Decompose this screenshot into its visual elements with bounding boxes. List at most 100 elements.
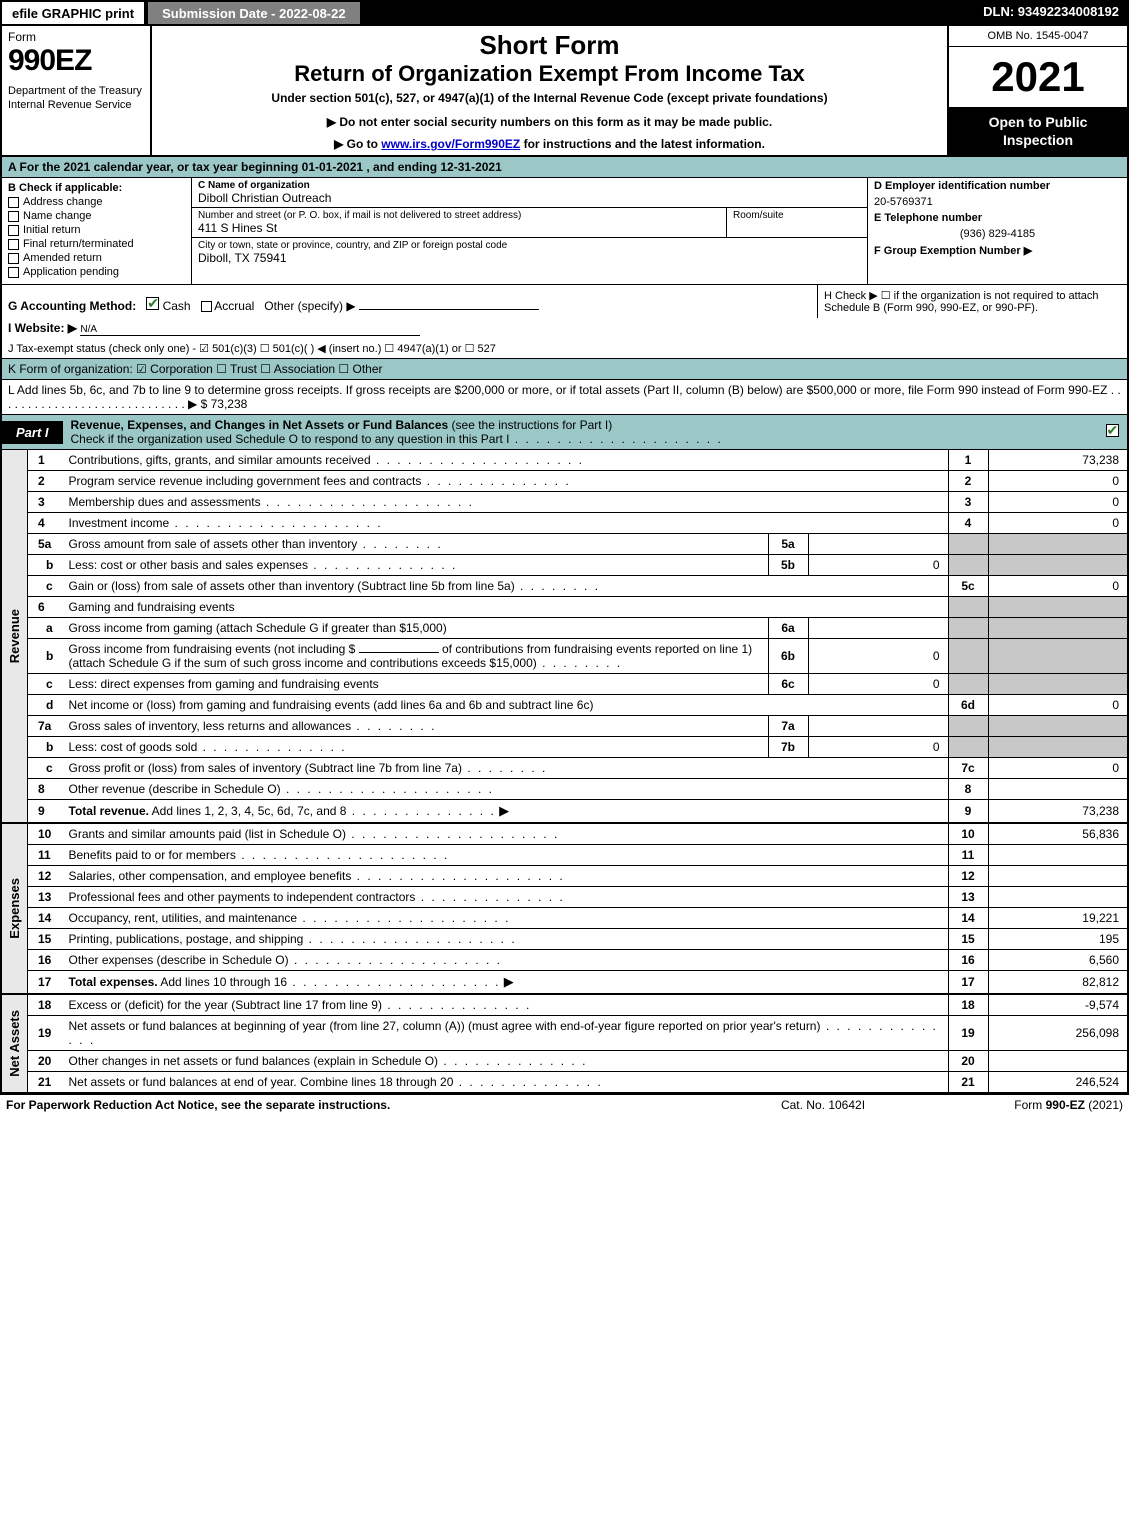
line-num: 18 xyxy=(28,994,64,1016)
line-desc: Net assets or fund balances at end of ye… xyxy=(64,1072,949,1093)
line-value: 0 xyxy=(988,471,1128,492)
top-bar: efile GRAPHIC print Submission Date - 20… xyxy=(0,0,1129,26)
gross-receipts-value: 73,238 xyxy=(211,397,248,411)
grey-cell xyxy=(988,534,1128,555)
line-desc: Gross income from gaming (attach Schedul… xyxy=(64,618,769,639)
tax-year: 2021 xyxy=(949,47,1127,107)
sub-line-value: 0 xyxy=(808,674,948,695)
line-num: 15 xyxy=(28,929,64,950)
checkbox-accrual-icon[interactable] xyxy=(201,301,212,312)
header-center: Short Form Return of Organization Exempt… xyxy=(152,26,947,155)
cb-address-change[interactable]: Address change xyxy=(8,196,185,208)
line-desc: Membership dues and assessments xyxy=(64,492,949,513)
ssn-warning: ▶ Do not enter social security numbers o… xyxy=(160,115,939,129)
cb-initial-return[interactable]: Initial return xyxy=(8,224,185,236)
irs-link[interactable]: www.irs.gov/Form990EZ xyxy=(381,137,520,151)
goto-line: ▶ Go to www.irs.gov/Form990EZ for instru… xyxy=(160,137,939,151)
schedule-o-checkbox-icon[interactable] xyxy=(1106,424,1119,437)
line-desc: Benefits paid to or for members xyxy=(64,845,949,866)
checkbox-icon xyxy=(8,239,19,250)
org-name-row: C Name of organization Diboll Christian … xyxy=(192,178,867,208)
line-desc: Net assets or fund balances at beginning… xyxy=(64,1016,949,1051)
cb-name-change[interactable]: Name change xyxy=(8,210,185,222)
line-num: 17 xyxy=(28,971,64,995)
line-value: 56,836 xyxy=(988,823,1128,845)
line-value: 256,098 xyxy=(988,1016,1128,1051)
line-desc: Total expenses. Add lines 10 through 16 … xyxy=(64,971,949,995)
line-value: 82,812 xyxy=(988,971,1128,995)
paperwork-notice: For Paperwork Reduction Act Notice, see … xyxy=(6,1098,723,1112)
street-address-row: Number and street (or P. O. box, if mail… xyxy=(192,208,727,237)
line-rnum: 13 xyxy=(948,887,988,908)
grey-cell xyxy=(948,716,988,737)
grey-cell xyxy=(988,737,1128,758)
open-to-public: Open to Public Inspection xyxy=(949,107,1127,155)
form-of-organization: K Form of organization: ☑ Corporation ☐ … xyxy=(0,359,1129,380)
line-rnum: 2 xyxy=(948,471,988,492)
line-desc: Grants and similar amounts paid (list in… xyxy=(64,823,949,845)
schedule-b-check: H Check ▶ ☐ if the organization is not r… xyxy=(817,285,1127,318)
grey-cell xyxy=(988,639,1128,674)
phone-value: (936) 829-4185 xyxy=(868,226,1127,242)
line-rnum: 18 xyxy=(948,994,988,1016)
part-1-title: Revenue, Expenses, and Changes in Net As… xyxy=(63,415,1097,449)
short-form-title: Short Form xyxy=(160,30,939,61)
ein-value: 20-5769371 xyxy=(868,194,1127,210)
line-desc: Less: cost or other basis and sales expe… xyxy=(64,555,769,576)
line-num: 2 xyxy=(28,471,64,492)
line-value: 246,524 xyxy=(988,1072,1128,1093)
line-desc: Program service revenue including govern… xyxy=(64,471,949,492)
line-num: 7a xyxy=(28,716,64,737)
line-rnum: 11 xyxy=(948,845,988,866)
grey-cell xyxy=(948,639,988,674)
line-num: 13 xyxy=(28,887,64,908)
city-row: City or town, state or province, country… xyxy=(192,238,867,267)
checkbox-icon xyxy=(8,253,19,264)
line-desc: Gain or (loss) from sale of assets other… xyxy=(64,576,949,597)
efile-print-label[interactable]: efile GRAPHIC print xyxy=(0,0,146,26)
line-desc: Occupancy, rent, utilities, and maintena… xyxy=(64,908,949,929)
line-num: 6 xyxy=(28,597,64,618)
line-num: d xyxy=(28,695,64,716)
line-num: b xyxy=(28,737,64,758)
accounting-method: G Accounting Method: Cash Accrual Other … xyxy=(2,285,817,318)
line-num: b xyxy=(28,555,64,576)
line-rnum: 7c xyxy=(948,758,988,779)
line-desc: Less: direct expenses from gaming and fu… xyxy=(64,674,769,695)
line-desc: Professional fees and other payments to … xyxy=(64,887,949,908)
line-value xyxy=(988,887,1128,908)
grey-cell xyxy=(948,618,988,639)
line-num: 21 xyxy=(28,1072,64,1093)
checkbox-icon xyxy=(8,267,19,278)
line-rnum: 15 xyxy=(948,929,988,950)
cb-final-return[interactable]: Final return/terminated xyxy=(8,238,185,250)
grey-cell xyxy=(948,597,988,618)
line-desc: Gross amount from sale of assets other t… xyxy=(64,534,769,555)
cb-application-pending[interactable]: Application pending xyxy=(8,266,185,278)
section-bcdef: B Check if applicable: Address change Na… xyxy=(0,178,1129,284)
line-desc: Total revenue. Add lines 1, 2, 3, 4, 5c,… xyxy=(64,800,949,824)
sub-line-value: 0 xyxy=(808,737,948,758)
line-num: 12 xyxy=(28,866,64,887)
line-value: 0 xyxy=(988,492,1128,513)
line-rnum: 14 xyxy=(948,908,988,929)
ein-label: D Employer identification number xyxy=(868,178,1127,194)
line-value: 195 xyxy=(988,929,1128,950)
street-address: 411 S Hines St xyxy=(198,221,720,235)
phone-label: E Telephone number xyxy=(868,210,1127,226)
row-gh: G Accounting Method: Cash Accrual Other … xyxy=(0,284,1129,318)
line-value: 0 xyxy=(988,576,1128,597)
line-rnum: 17 xyxy=(948,971,988,995)
line-desc: Other revenue (describe in Schedule O) xyxy=(64,779,949,800)
form-footer-label: Form 990-EZ (2021) xyxy=(923,1098,1123,1112)
line-rnum: 3 xyxy=(948,492,988,513)
line-rnum: 9 xyxy=(948,800,988,824)
line-desc: Gross profit or (loss) from sales of inv… xyxy=(64,758,949,779)
checkbox-cash-icon[interactable] xyxy=(146,297,159,310)
line-desc: Net income or (loss) from gaming and fun… xyxy=(64,695,949,716)
line-desc: Less: cost of goods sold xyxy=(64,737,769,758)
cb-amended-return[interactable]: Amended return xyxy=(8,252,185,264)
line-desc: Other expenses (describe in Schedule O) xyxy=(64,950,949,971)
line-num: c xyxy=(28,576,64,597)
form-number: 990EZ xyxy=(8,44,144,78)
